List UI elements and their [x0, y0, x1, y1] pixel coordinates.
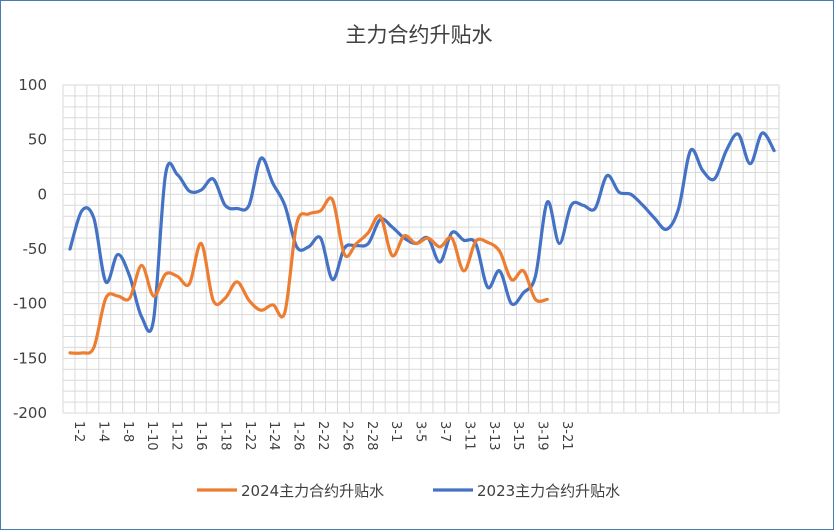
y-tick-label: 100 [18, 76, 47, 94]
x-tick-label: 1-4 [95, 421, 110, 442]
x-tick-label: 1-12 [169, 421, 184, 451]
y-tick-label: 50 [28, 131, 47, 149]
x-tick-label: 3-1 [388, 421, 403, 442]
x-tick-label: 1-22 [242, 421, 257, 451]
series-lines [68, 131, 776, 355]
x-tick-label: 3-15 [510, 421, 525, 451]
legend-label: 2023主力合约升贴水 [477, 482, 620, 500]
x-tick-label: 3-13 [486, 421, 501, 451]
x-tick-label: 1-26 [291, 421, 306, 451]
y-tick-label: -100 [13, 295, 47, 313]
x-tick-label: 2-22 [315, 421, 330, 451]
x-tick-label: 1-16 [193, 421, 208, 451]
x-tick-label: 1-10 [144, 421, 159, 451]
y-tick-label: -150 [13, 349, 47, 367]
x-tick-label: 3-5 [413, 421, 428, 442]
y-tick-label: -200 [13, 404, 47, 422]
x-tick-label: 3-7 [437, 421, 452, 442]
x-tick-label: 1-2 [71, 421, 86, 442]
y-tick-label: 0 [37, 185, 47, 203]
x-tick-label: 1-18 [217, 421, 232, 451]
y-axis-ticks: 100 50 0 -50 -100 -150 -200 [13, 76, 47, 422]
chart-title: 主力合约升贴水 [345, 23, 493, 47]
x-tick-label: 3-11 [461, 421, 476, 451]
x-tick-label: 2-26 [339, 421, 354, 451]
x-tick-label: 2-28 [364, 421, 379, 451]
grid [62, 84, 780, 414]
x-tick-label: 1-8 [120, 421, 135, 442]
series-line-1 [68, 131, 776, 333]
x-tick-label: 3-19 [535, 421, 550, 451]
x-axis-ticks: 1-2 1-4 1-8 1-10 1-12 1-16 1-18 1-22 1-24 1-26 2-2… [71, 421, 574, 451]
legend: 2024主力合约升贴水 2023主力合约升贴水 [197, 482, 620, 500]
y-tick-label: -50 [23, 240, 48, 258]
legend-label: 2024主力合约升贴水 [241, 482, 384, 500]
series-line-0 [68, 196, 549, 355]
x-tick-label: 1-24 [266, 421, 281, 451]
x-tick-label: 3-21 [559, 421, 574, 451]
